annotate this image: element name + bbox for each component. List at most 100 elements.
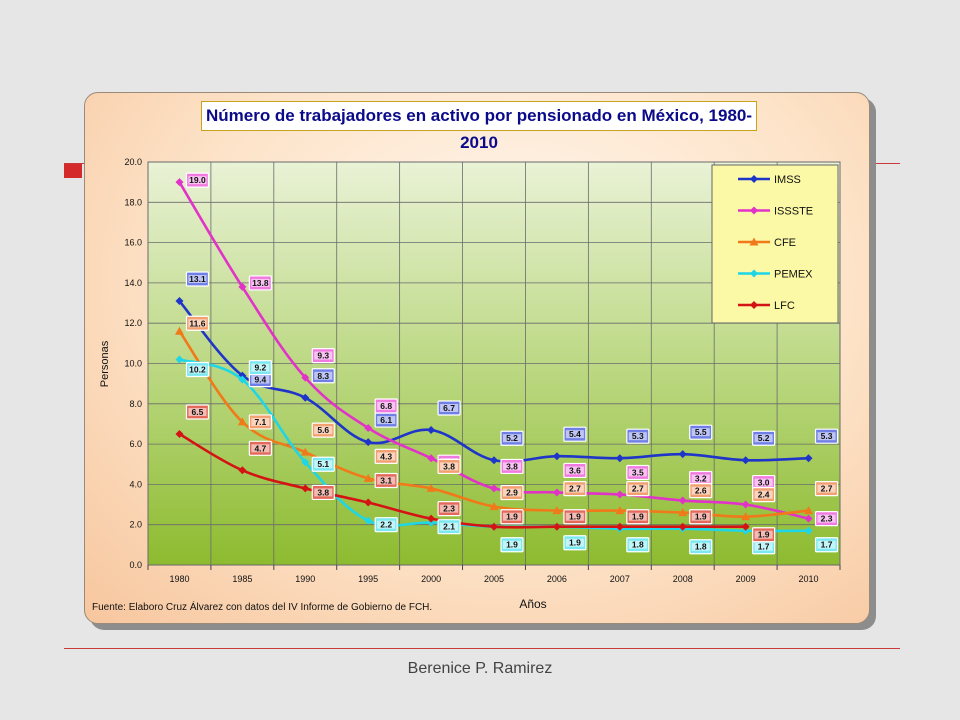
data-label-issste: 13.8: [248, 275, 272, 291]
data-label-issste: 19.0: [185, 172, 210, 188]
data-label-pemex: 1.8: [689, 539, 713, 555]
legend-box: [711, 164, 839, 324]
data-label-text: 2.7: [821, 484, 833, 494]
data-label-shine: [817, 540, 836, 549]
data-point: [678, 496, 687, 505]
x-tick-label: 1990: [295, 574, 315, 584]
data-label-pemex: 1.9: [500, 537, 524, 553]
data-label-shine: [503, 434, 521, 443]
legend-label: CFE: [774, 237, 796, 249]
data-label-shine: [251, 375, 270, 384]
data-point: [175, 297, 184, 306]
data-label-text: 6.8: [380, 401, 392, 411]
data-point: [301, 393, 310, 402]
legend-label: LFC: [774, 300, 795, 312]
data-label-pemex: 9.2: [248, 360, 272, 376]
x-tick-label: 2000: [421, 574, 441, 584]
data-point: [804, 526, 813, 535]
data-label-text: 3.5: [632, 467, 644, 477]
data-point: [750, 301, 758, 309]
data-label-shine: [754, 490, 773, 499]
series-line-issste: [178, 181, 809, 520]
data-label-pemex: 5.1: [311, 456, 335, 472]
data-label-shine: [314, 488, 333, 497]
data-label-shine: [628, 468, 647, 477]
legend-item-issste: ISSSTE: [738, 206, 813, 218]
data-label-shine: [565, 512, 584, 521]
data-label-pemex: 1.9: [563, 535, 587, 551]
y-tick-label: 18.0: [124, 197, 142, 207]
data-label-shine: [691, 542, 710, 551]
data-label-pemex: 1.7: [752, 539, 776, 555]
data-point: [615, 506, 625, 515]
data-point: [490, 484, 498, 493]
x-tick-label: 1985: [232, 574, 252, 584]
data-label-issste: 3.5: [626, 464, 650, 481]
data-label-cfe: 2.7: [814, 480, 839, 497]
data-point: [301, 484, 310, 493]
data-label-text: 3.8: [317, 487, 329, 497]
data-label-text: 4.7: [254, 443, 266, 453]
data-label-shine: [314, 371, 333, 380]
data-label-text: 13.8: [252, 278, 269, 288]
data-point: [489, 502, 499, 511]
data-label-imss: 13.1: [185, 271, 210, 287]
data-label-text: 6.1: [380, 415, 392, 425]
data-label-pemex: 2.1: [437, 519, 461, 535]
data-point: [490, 522, 498, 531]
legend-label: PEMEX: [774, 269, 813, 281]
data-point: [175, 355, 184, 364]
legend-item-cfe: CFE: [738, 237, 796, 249]
data-label-pemex: 1.8: [626, 537, 650, 553]
data-label-shine: [565, 484, 584, 493]
data-label-lfc: 6.5: [185, 404, 210, 420]
data-label-imss: 5.5: [689, 424, 713, 440]
data-label-lfc: 4.7: [248, 440, 272, 456]
data-label-issste: 9.3: [311, 348, 335, 364]
data-label-shine: [251, 363, 270, 372]
y-tick-label: 12.0: [124, 318, 142, 328]
data-label-text: 3.8: [506, 461, 518, 471]
data-label-shine: [628, 432, 647, 441]
data-point: [175, 178, 184, 187]
accent-block: [64, 164, 82, 178]
data-label-shine: [691, 428, 710, 437]
data-label-shine: [628, 484, 647, 493]
data-label-pemex: 2.2: [374, 517, 398, 533]
data-label-shine: [503, 540, 521, 549]
data-label-text: 5.1: [317, 459, 329, 469]
series-line-imss: [178, 300, 809, 463]
data-label-shine: [691, 474, 710, 483]
source-note: Fuente: Elaboro Cruz Álvarez con datos d…: [92, 600, 432, 613]
data-label-shine: [691, 512, 710, 521]
data-point: [301, 458, 310, 467]
data-point: [615, 490, 624, 499]
data-label-imss: 9.4: [248, 371, 272, 388]
data-label-shine: [440, 522, 459, 531]
data-label-shine: [691, 486, 710, 495]
data-label-imss: 5.3: [814, 428, 839, 444]
data-label-text: 5.6: [317, 425, 329, 435]
data-label-shine: [377, 452, 396, 461]
data-label-shine: [188, 408, 207, 417]
x-tick-label: 2005: [484, 574, 504, 584]
data-label-shine: [565, 466, 584, 475]
data-label-lfc: 1.9: [500, 509, 524, 525]
data-label-shine: [817, 484, 836, 493]
data-point: [175, 430, 184, 439]
data-point: [552, 506, 562, 515]
data-label-imss: 5.3: [626, 428, 650, 444]
legend-label: ISSSTE: [774, 206, 813, 218]
data-point: [426, 483, 436, 492]
x-tick-label: 2006: [547, 574, 567, 584]
data-point: [427, 518, 436, 527]
data-label-pemex: 10.2: [185, 361, 210, 378]
data-label-cfe: 2.9: [500, 484, 524, 501]
data-label-cfe: 2.7: [626, 480, 650, 497]
data-label-text: 5.3: [821, 431, 833, 441]
data-point: [741, 500, 750, 509]
y-tick-label: 2.0: [129, 520, 142, 530]
data-label-text: 5.4: [569, 429, 581, 439]
data-label-shine: [377, 401, 396, 410]
data-point: [750, 206, 758, 215]
